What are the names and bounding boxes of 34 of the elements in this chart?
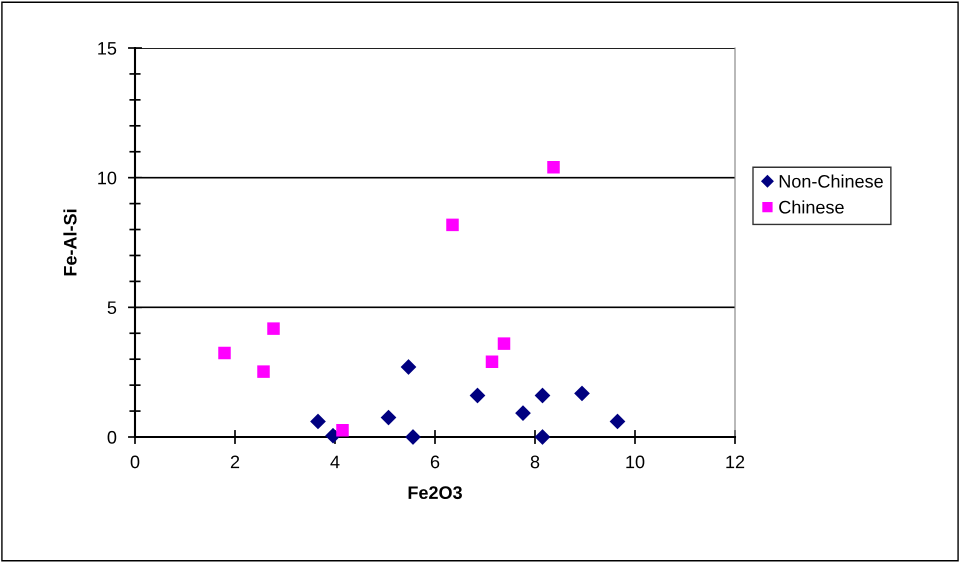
x-tick-label: 10 <box>626 456 644 468</box>
x-tick-label: 6 <box>430 456 440 468</box>
point <box>218 346 231 360</box>
point <box>446 218 459 232</box>
y-tick-label: 10 <box>98 172 116 184</box>
y-axis-title: Fe-Al-Si <box>63 210 77 276</box>
point <box>547 161 560 174</box>
point <box>267 322 280 335</box>
y-tick-label: 0 <box>108 430 116 444</box>
x-tick-label: 0 <box>130 456 140 468</box>
point <box>400 359 416 375</box>
point <box>405 429 421 445</box>
y-tick-label: 15 <box>98 42 116 55</box>
point <box>325 428 341 444</box>
x-tick-label: 2 <box>230 456 240 468</box>
point <box>336 424 349 437</box>
point <box>498 337 510 350</box>
point <box>534 388 550 404</box>
point <box>470 388 486 404</box>
legend-label: Chinese <box>779 200 844 214</box>
point <box>310 414 326 430</box>
x-tick-label: 4 <box>330 456 340 468</box>
point <box>610 414 626 430</box>
point <box>574 386 590 401</box>
x-tick-label: 8 <box>530 456 540 468</box>
point <box>515 406 531 421</box>
point <box>380 410 396 426</box>
x-axis-title: Fe2O3 <box>408 486 462 500</box>
y-tick-label: 5 <box>108 301 116 314</box>
point <box>257 365 270 378</box>
x-tick-label: 12 <box>726 456 744 468</box>
point <box>534 429 550 445</box>
point <box>486 356 498 368</box>
legend-label: Non-Chinese <box>780 174 883 188</box>
